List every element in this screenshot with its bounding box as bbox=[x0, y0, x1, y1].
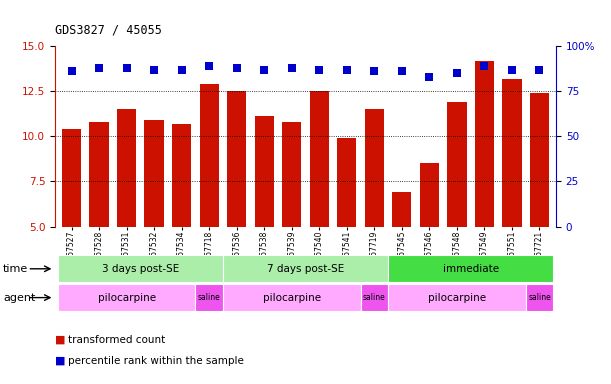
Bar bbox=[392, 192, 411, 227]
Point bbox=[315, 66, 324, 73]
Bar bbox=[62, 129, 81, 227]
Point bbox=[204, 63, 214, 69]
Text: percentile rank within the sample: percentile rank within the sample bbox=[68, 356, 244, 366]
Bar bbox=[337, 138, 356, 227]
Text: saline: saline bbox=[198, 293, 221, 302]
Text: immediate: immediate bbox=[442, 264, 499, 274]
Text: 7 days post-SE: 7 days post-SE bbox=[267, 264, 344, 274]
Point bbox=[94, 65, 104, 71]
Bar bbox=[388, 284, 525, 311]
Bar bbox=[117, 109, 136, 227]
Bar bbox=[223, 255, 388, 282]
Point bbox=[67, 68, 76, 74]
Bar bbox=[58, 255, 223, 282]
Point bbox=[452, 70, 462, 76]
Bar bbox=[58, 284, 196, 311]
Point bbox=[507, 66, 517, 73]
Bar bbox=[200, 84, 219, 227]
Text: pilocarpine: pilocarpine bbox=[98, 293, 156, 303]
Point bbox=[259, 66, 269, 73]
Bar bbox=[420, 164, 439, 227]
Bar bbox=[530, 93, 549, 227]
Point bbox=[232, 65, 241, 71]
Point bbox=[122, 65, 131, 71]
Point bbox=[535, 66, 544, 73]
Point bbox=[480, 63, 489, 69]
Bar bbox=[525, 284, 553, 311]
Point bbox=[149, 66, 159, 73]
Text: agent: agent bbox=[3, 293, 35, 303]
Point bbox=[425, 74, 434, 80]
Bar bbox=[310, 91, 329, 227]
Text: transformed count: transformed count bbox=[68, 335, 166, 345]
Bar bbox=[223, 284, 360, 311]
Point bbox=[342, 66, 352, 73]
Bar bbox=[89, 122, 109, 227]
Bar bbox=[447, 102, 467, 227]
Text: ■: ■ bbox=[55, 356, 69, 366]
Bar bbox=[360, 284, 388, 311]
Text: pilocarpine: pilocarpine bbox=[428, 293, 486, 303]
Bar bbox=[172, 124, 191, 227]
Bar bbox=[255, 116, 274, 227]
Bar bbox=[388, 255, 553, 282]
Text: saline: saline bbox=[363, 293, 386, 302]
Text: pilocarpine: pilocarpine bbox=[263, 293, 321, 303]
Bar bbox=[365, 109, 384, 227]
Text: ■: ■ bbox=[55, 335, 69, 345]
Point bbox=[370, 68, 379, 74]
Point bbox=[177, 66, 186, 73]
Text: time: time bbox=[3, 264, 28, 274]
Point bbox=[287, 65, 296, 71]
Bar bbox=[196, 284, 223, 311]
Text: 3 days post-SE: 3 days post-SE bbox=[101, 264, 179, 274]
Bar bbox=[502, 79, 522, 227]
Text: GDS3827 / 45055: GDS3827 / 45055 bbox=[55, 23, 162, 36]
Point bbox=[397, 68, 407, 74]
Bar bbox=[282, 122, 301, 227]
Text: saline: saline bbox=[528, 293, 551, 302]
Bar bbox=[144, 120, 164, 227]
Bar bbox=[227, 91, 246, 227]
Bar bbox=[475, 61, 494, 227]
